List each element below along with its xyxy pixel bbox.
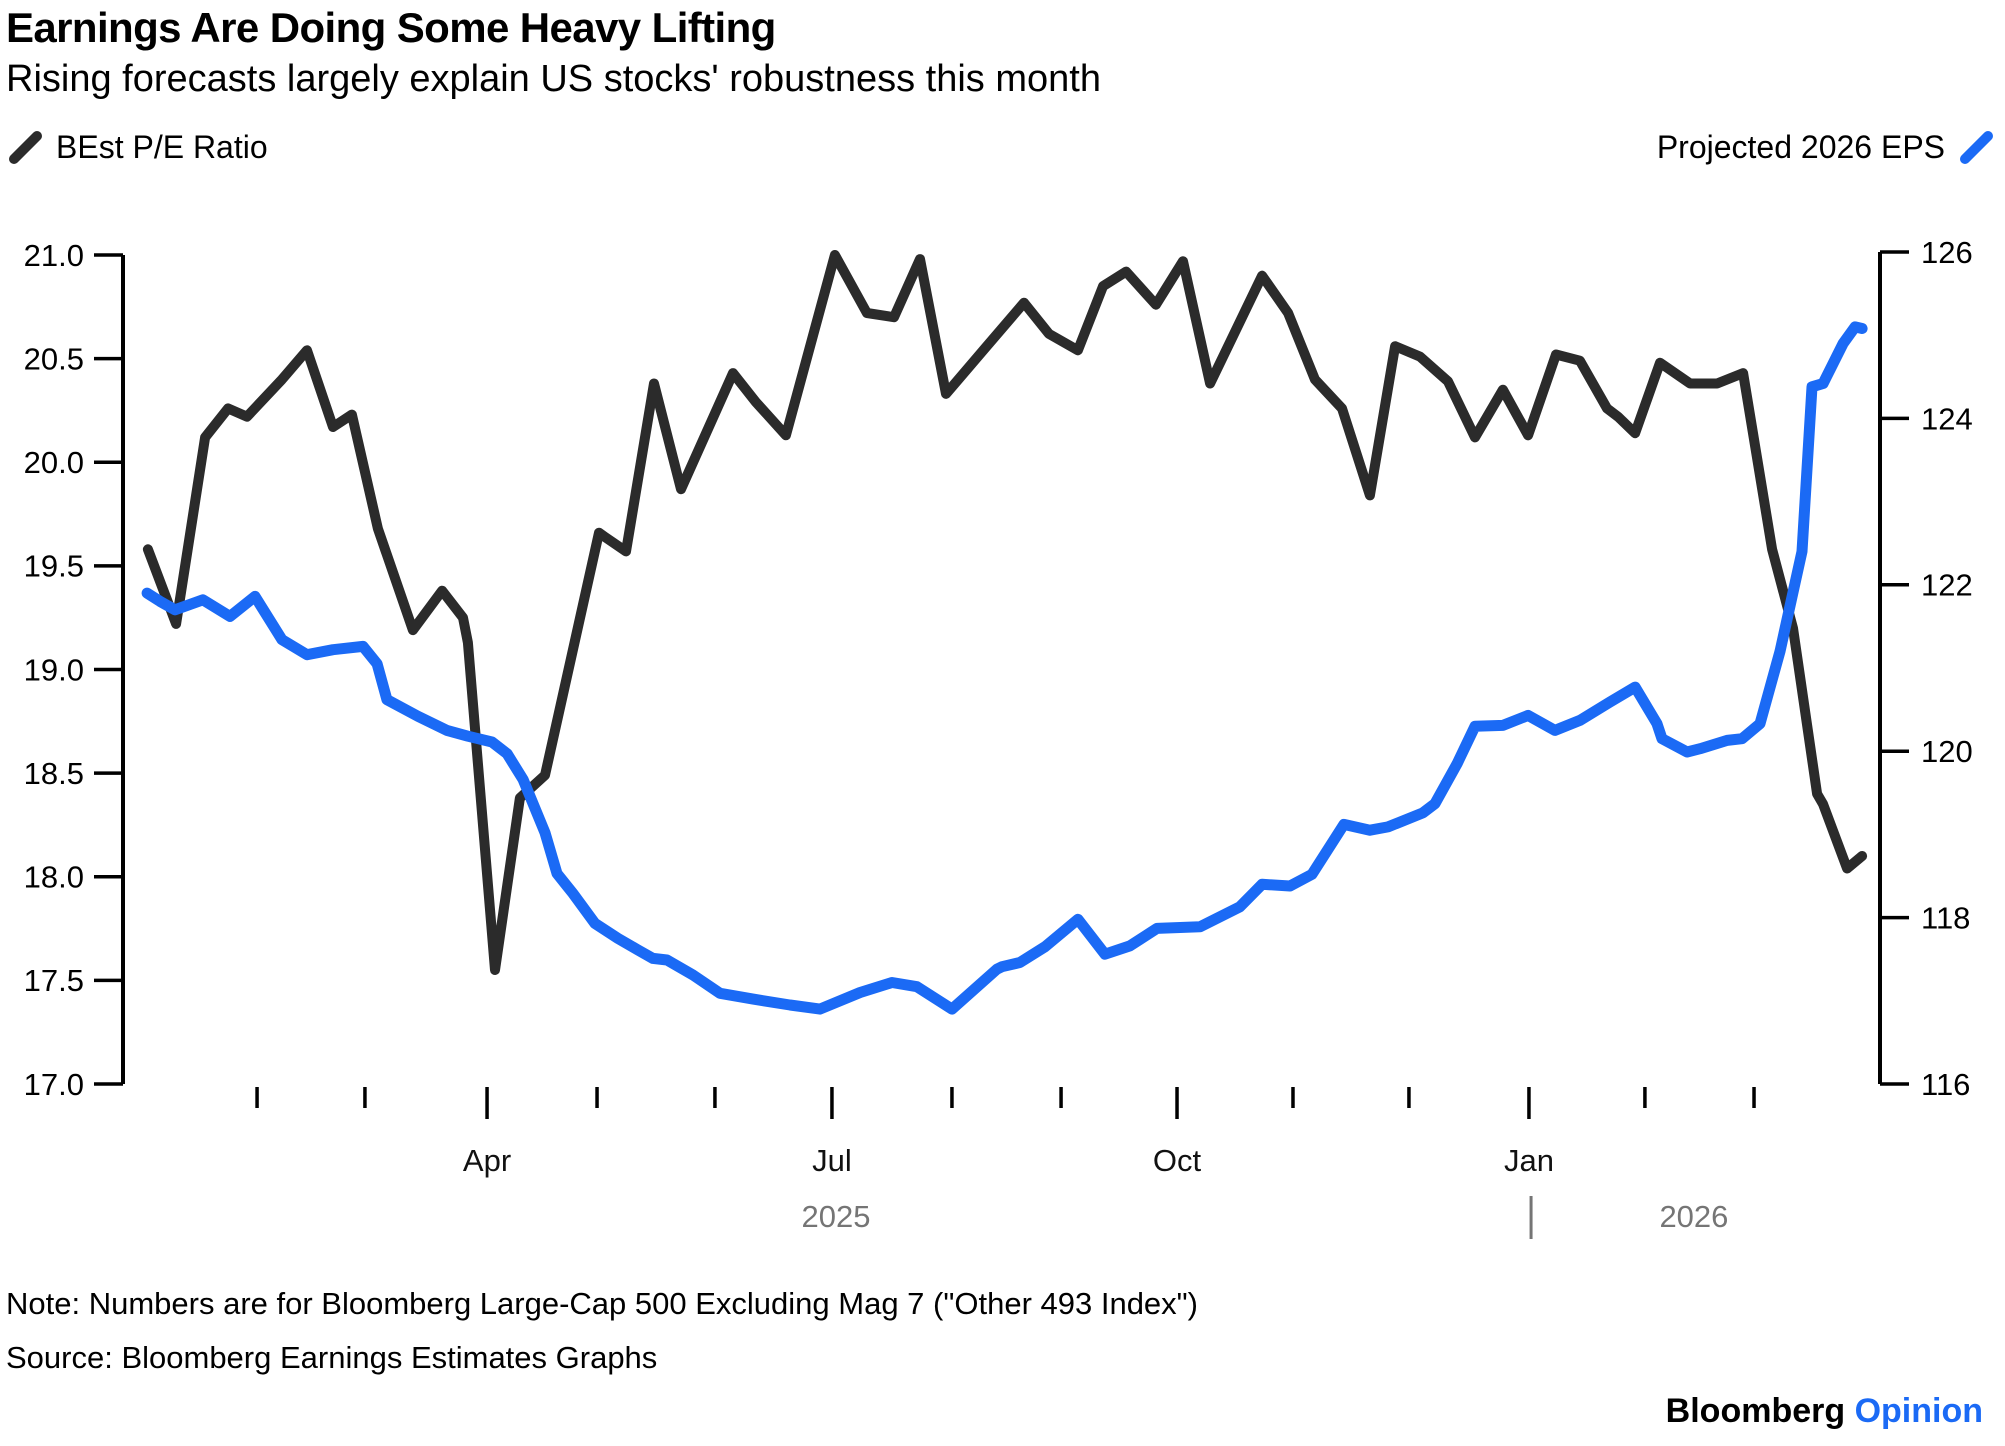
svg-text:Jan: Jan <box>1504 1143 1554 1178</box>
brand-opinion: Opinion <box>1854 1392 1983 1430</box>
svg-text:2026: 2026 <box>1659 1199 1728 1234</box>
page-title: Earnings Are Doing Some Heavy Lifting <box>6 4 776 51</box>
brand-bloomberg: Bloomberg <box>1665 1392 1846 1430</box>
svg-text:19.0: 19.0 <box>24 652 84 687</box>
svg-text:18.5: 18.5 <box>24 756 84 791</box>
blue-slash-icon <box>1960 131 1993 164</box>
legend-projected-eps: Projected 2026 EPS <box>1657 128 1997 166</box>
black-slash-icon <box>9 131 42 164</box>
svg-text:19.5: 19.5 <box>24 549 84 584</box>
svg-text:Jul: Jul <box>812 1143 852 1178</box>
svg-text:2025: 2025 <box>802 1199 871 1234</box>
svg-text:120: 120 <box>1921 734 1973 769</box>
svg-text:21.0: 21.0 <box>24 238 84 273</box>
svg-text:122: 122 <box>1921 568 1973 603</box>
brand-footer: Bloomberg Opinion <box>1666 1392 1983 1431</box>
svg-text:17.5: 17.5 <box>24 963 84 998</box>
svg-text:18.0: 18.0 <box>24 860 84 895</box>
legend-pe-ratio: BEst P/E Ratio <box>6 128 268 166</box>
legend-eps-label: Projected 2026 EPS <box>1656 128 1945 165</box>
svg-text:20.0: 20.0 <box>24 445 84 480</box>
svg-text:17.0: 17.0 <box>24 1067 84 1102</box>
chart-source: Source: Bloomberg Earnings Estimates Gra… <box>6 1340 658 1375</box>
legend-pe-label: BEst P/E Ratio <box>56 128 268 165</box>
svg-text:124: 124 <box>1921 401 1973 436</box>
svg-text:Oct: Oct <box>1153 1143 1202 1178</box>
svg-text:118: 118 <box>1921 900 1970 935</box>
svg-text:116: 116 <box>1921 1067 1970 1102</box>
chart-note: Note: Numbers are for Bloomberg Large-Ca… <box>6 1286 1199 1321</box>
svg-text:126: 126 <box>1921 235 1973 270</box>
svg-text:20.5: 20.5 <box>24 341 84 376</box>
svg-text:Apr: Apr <box>463 1143 511 1178</box>
page-subtitle: Rising forecasts largely explain US stoc… <box>6 58 1101 100</box>
